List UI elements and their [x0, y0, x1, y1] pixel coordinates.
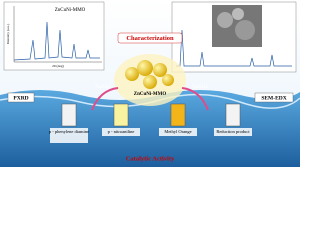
particle — [153, 63, 167, 77]
vial — [61, 103, 77, 127]
vial-label-box — [214, 128, 252, 136]
edx-spectrum — [176, 29, 292, 67]
xrd-pattern — [13, 21, 100, 61]
vial-label-box — [50, 128, 88, 143]
arrow — [181, 87, 209, 111]
y-axis-label: Intensity (a.u.) — [6, 23, 10, 44]
vial-label: p - nitroaniline — [108, 129, 135, 134]
reagent: NaBH4 — [192, 85, 208, 90]
vial — [225, 103, 241, 127]
particle — [235, 20, 255, 40]
particle — [125, 67, 139, 81]
method-label: SEM-EDX — [261, 95, 286, 101]
footer: Catalytic Activity — [126, 155, 175, 162]
particle — [162, 74, 174, 86]
xrd-label: ZnCuNi-MMO — [55, 8, 86, 13]
particle — [217, 12, 233, 28]
vial-label: p - phenylene diamine — [49, 129, 89, 134]
heading: Characterization — [126, 35, 174, 42]
method-box — [7, 92, 35, 103]
particle — [143, 75, 157, 89]
vial — [170, 103, 186, 127]
material-label: ZnCuNi-MMO — [134, 92, 167, 97]
reagent: NaBH4 — [95, 85, 111, 90]
arrow — [91, 87, 119, 111]
vial — [113, 103, 129, 127]
vial-label-box — [102, 128, 140, 136]
xrd-panel — [3, 1, 105, 71]
vial-label-box — [159, 128, 197, 136]
method-box — [254, 92, 294, 103]
heading-box — [117, 32, 183, 44]
particle — [137, 60, 153, 76]
vial-label: Reduction product — [216, 129, 250, 134]
x-axis-label: 2θ (deg) — [52, 64, 65, 68]
particle — [232, 8, 244, 20]
vial-label: Methyl Orange — [164, 129, 191, 134]
method-label: PXRD — [13, 95, 28, 101]
graphical-abstract: ZnCuNi-MMO Intensity (a.u.) 2θ (deg) Cha… — [0, 0, 300, 167]
